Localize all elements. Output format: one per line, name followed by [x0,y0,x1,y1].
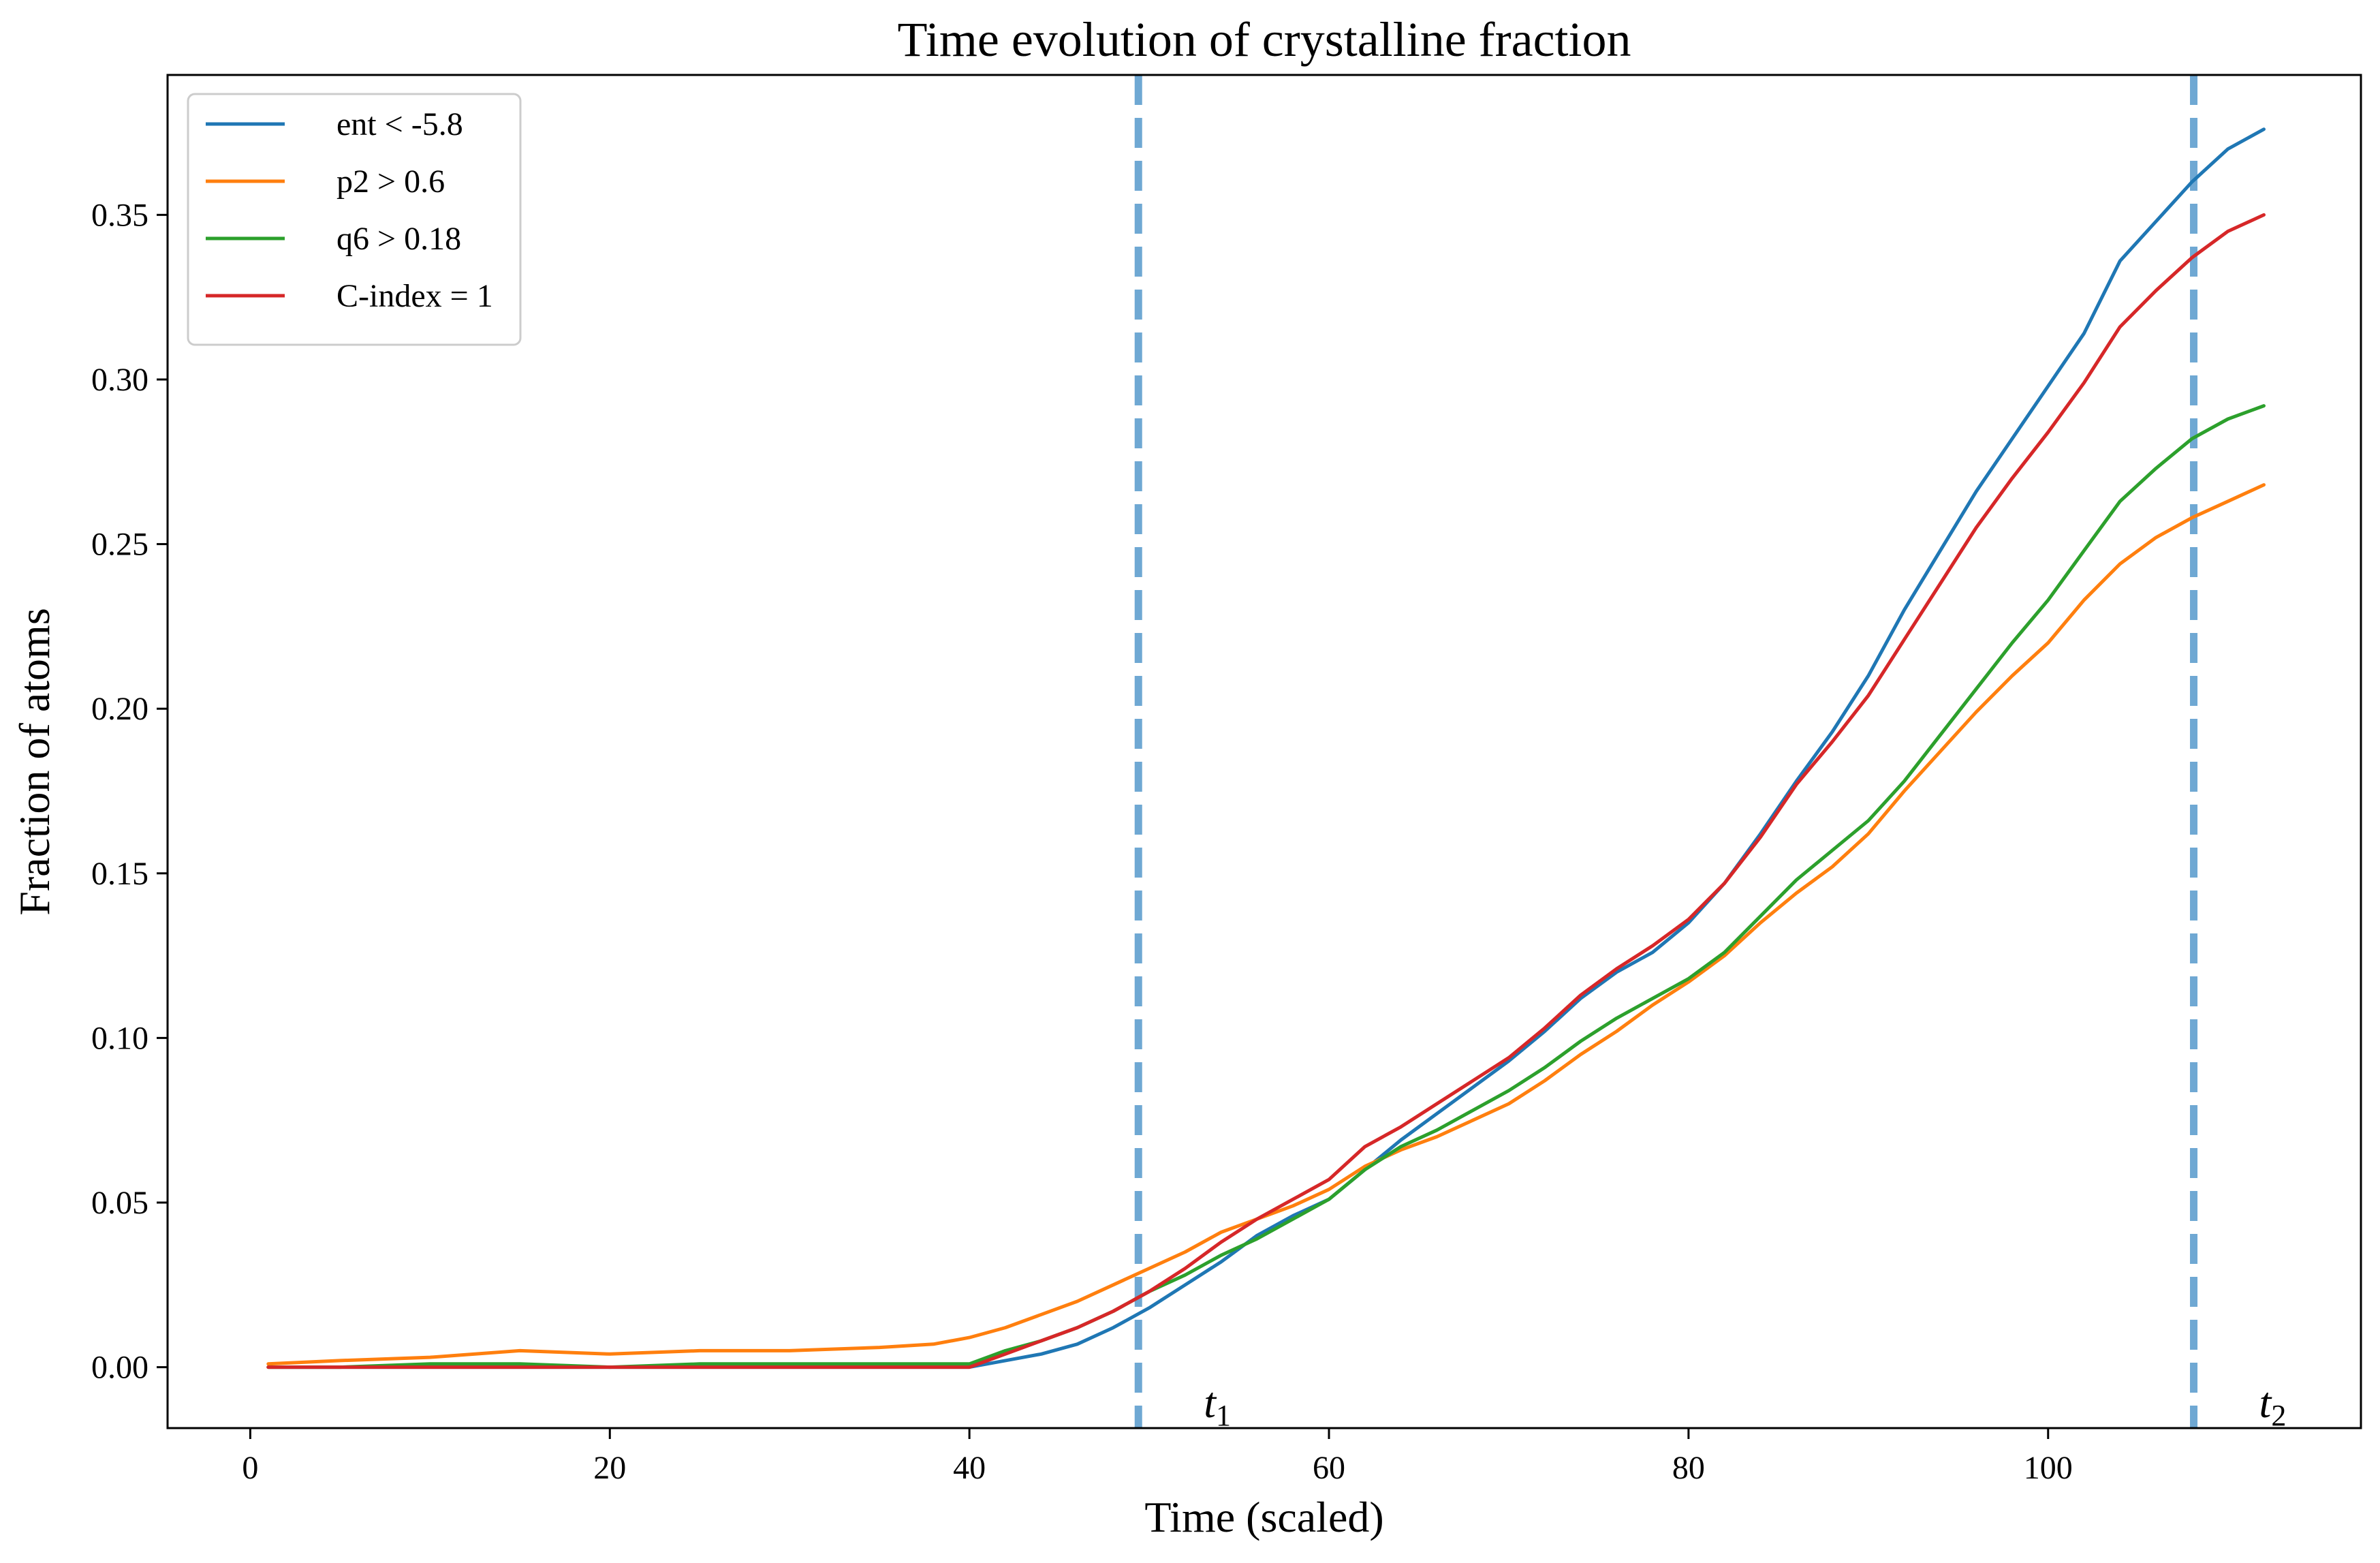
x-tick-label: 0 [242,1450,258,1486]
plot-area: t1 t2 [266,75,2287,1432]
series-line-4 [266,213,2266,1369]
y-tick-label: 0.05 [91,1185,148,1221]
axes: 0 20 40 60 80 100 0.00 0.05 0.10 0.15 0.20 0.25 0.30… [91,74,2362,1486]
legend-label-3: q6 > 0.18 [336,221,461,257]
y-tick-label: 0.20 [91,691,148,727]
vertical-line-label-t1: t1 [1204,1378,1231,1432]
y-tick-label: 0.30 [91,362,148,398]
y-tick-label: 0.15 [91,856,148,892]
y-tick-label: 0.25 [91,527,148,563]
legend-label-1: ent < -5.8 [336,106,463,142]
x-tick-label: 100 [2024,1450,2073,1486]
y-tick-label: 0.10 [91,1020,148,1056]
vertical-line-label-t2: t2 [2259,1378,2287,1432]
x-axis-label: Time (scaled) [1144,1493,1383,1541]
series-line-2 [266,483,2266,1366]
series-line-1 [266,127,2266,1369]
series-line-3 [266,404,2266,1369]
chart-title: Time evolution of crystalline fraction [897,12,1631,67]
plot-clipped-group [266,75,2266,1428]
y-tick-label: 0.00 [91,1350,148,1386]
legend-label-2: p2 > 0.6 [336,164,445,200]
y-tick-label: 0.35 [91,197,148,233]
legend: ent < -5.8 p2 > 0.6 q6 > 0.18 C-index = 1 [187,93,522,346]
legend-label-4: C-index = 1 [336,278,493,314]
x-tick-label: 80 [1672,1450,1705,1486]
vertical-line-subscript: 2 [2271,1399,2286,1432]
y-axis-label: Fraction of atoms [10,608,59,915]
plot-frame [166,74,2362,1429]
vertical-line-subscript: 1 [1216,1399,1231,1432]
x-tick-label: 20 [593,1450,626,1486]
legend-box [187,93,522,346]
x-tick-label: 60 [1313,1450,1345,1486]
x-tick-label: 40 [953,1450,986,1486]
